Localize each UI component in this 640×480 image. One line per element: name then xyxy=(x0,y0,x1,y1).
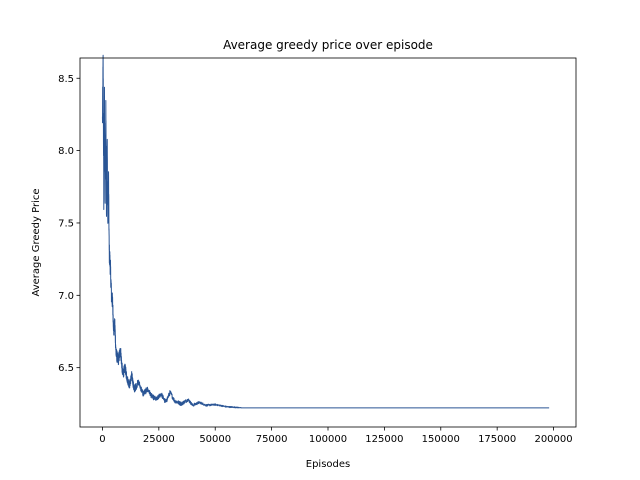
x-tick-label: 100000 xyxy=(309,434,347,445)
x-tick-label: 200000 xyxy=(534,434,572,445)
y-tick-label: 8.0 xyxy=(58,146,74,157)
x-tick-label: 175000 xyxy=(478,434,516,445)
y-axis-ticks: 6.5 7.0 7.5 8.0 8.5 xyxy=(58,74,80,374)
x-tick-label: 50000 xyxy=(199,434,231,445)
chart-title: Average greedy price over episode xyxy=(223,38,433,52)
y-tick-label: 7.5 xyxy=(58,218,74,229)
x-axis-ticks: 0 25000 50000 75000 100000 125000 150000 175000… xyxy=(99,427,573,445)
y-tick-label: 8.5 xyxy=(58,74,74,85)
plot-area xyxy=(80,58,576,427)
x-tick-label: 0 xyxy=(99,434,105,445)
x-tick-label: 25000 xyxy=(143,434,175,445)
y-tick-label: 6.5 xyxy=(58,363,74,374)
series-line xyxy=(101,54,550,409)
x-tick-label: 150000 xyxy=(422,434,460,445)
series-layer xyxy=(101,54,550,409)
x-tick-label: 125000 xyxy=(365,434,403,445)
y-tick-label: 7.0 xyxy=(58,291,74,302)
x-axis-label: Episodes xyxy=(306,459,350,470)
x-tick-label: 75000 xyxy=(256,434,288,445)
y-axis-label: Average Greedy Price xyxy=(31,188,42,296)
